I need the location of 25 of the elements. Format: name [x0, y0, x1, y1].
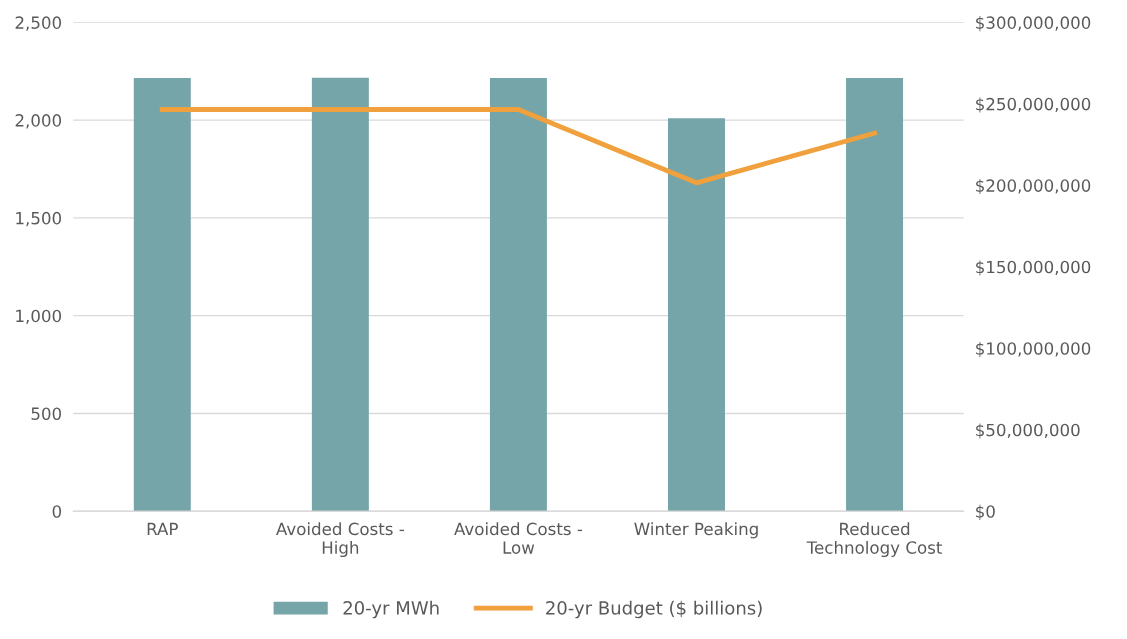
y-tick-label: 500 [31, 407, 62, 420]
bar [846, 78, 904, 512]
y2-tick-label: $150,000,000 [976, 260, 1091, 276]
y2-tick-label: $0 [976, 504, 995, 520]
y2-tick-label: $50,000,000 [976, 423, 1080, 439]
x-tick-label: Avoided Costs - High [276, 522, 404, 558]
x-tick-label: Avoided Costs - Low [454, 522, 583, 554]
y-tick-label: 2,500 [15, 16, 62, 31]
legend-label: 20-yr MWh [343, 600, 439, 619]
y-tick-label: 1,500 [16, 211, 62, 227]
bar [668, 118, 725, 512]
y2-tick-label: $100,000,000 [976, 341, 1091, 358]
y-tick-label: 1,000 [16, 309, 62, 324]
bar [133, 78, 191, 512]
bar [489, 78, 547, 512]
y2-tick-label: $200,000,000 [976, 178, 1091, 195]
y2-tick-label: $300,000,000 [976, 16, 1091, 32]
y-tick-label: 0 [52, 505, 62, 518]
bar [311, 77, 369, 512]
x-tick-label: RAP [147, 522, 178, 535]
x-tick-label: Winter Peaking [634, 522, 758, 539]
x-tick-label: Reduced Technology Cost [806, 522, 943, 558]
legend-label: 20-yr Budget ($ billions) [546, 600, 762, 619]
y-tick-label: 2,000 [15, 114, 62, 129]
y2-tick-label: $250,000,000 [976, 97, 1091, 113]
